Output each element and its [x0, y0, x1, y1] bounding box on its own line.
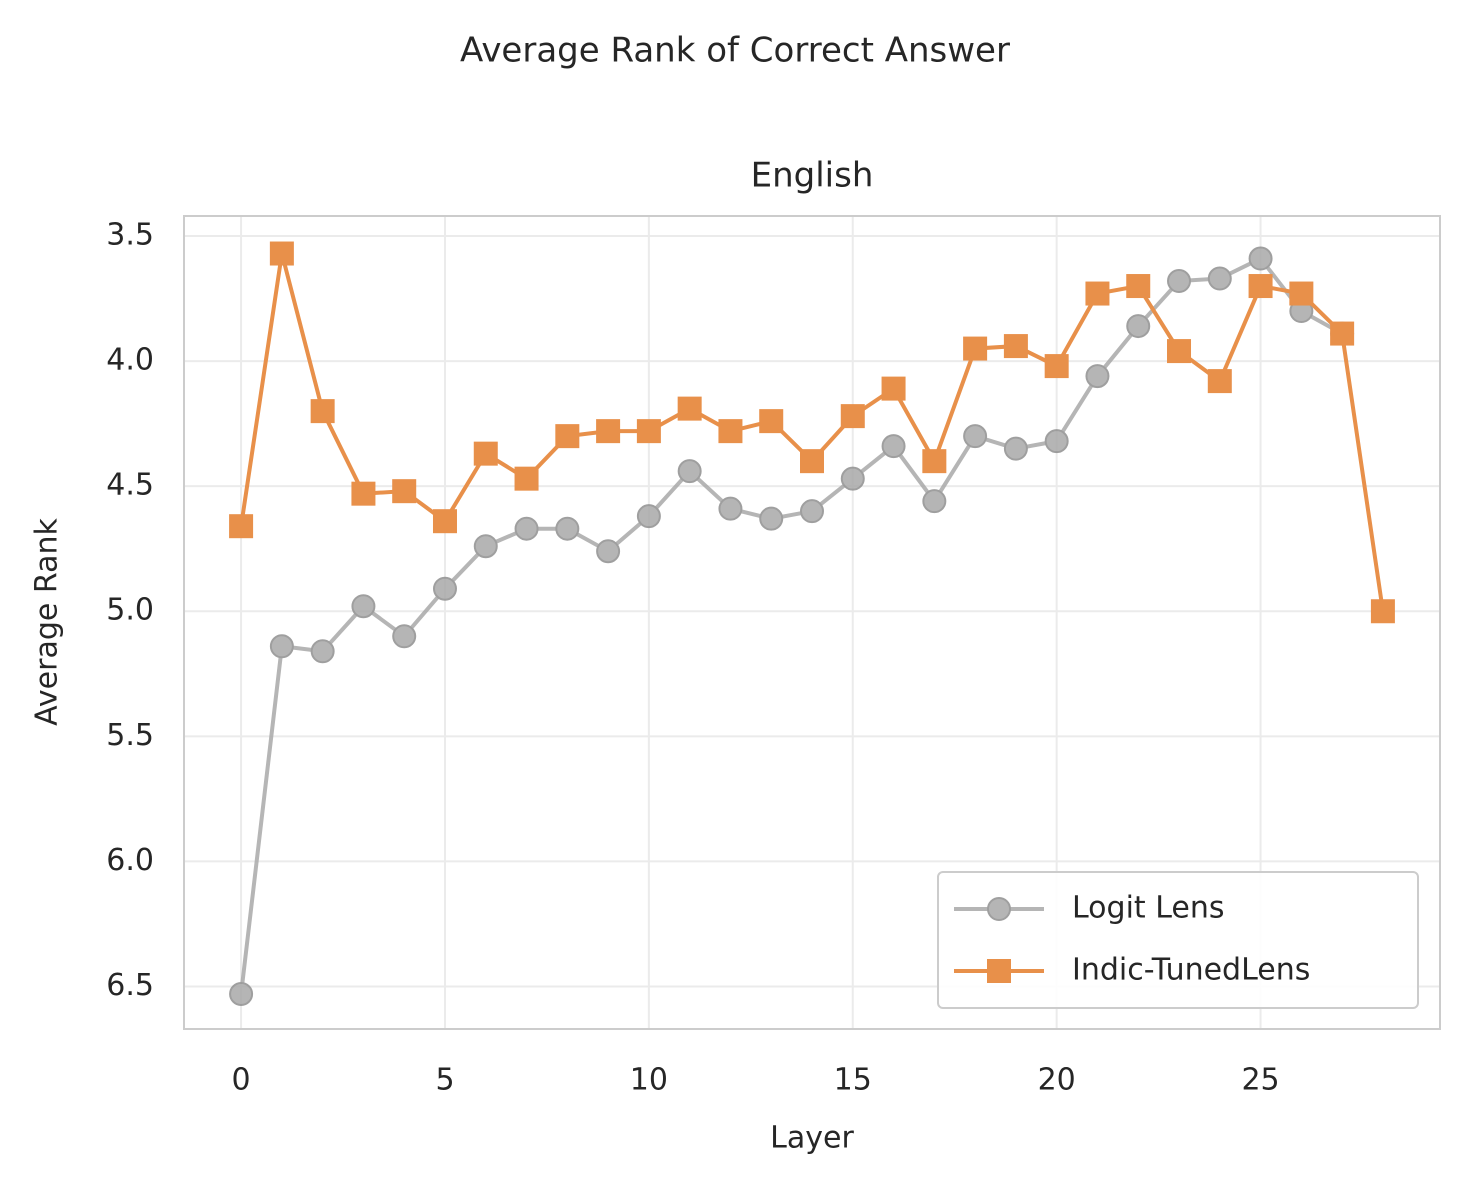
marker — [392, 624, 417, 649]
marker — [922, 489, 947, 514]
line — [239, 253, 1385, 612]
marker — [677, 396, 702, 421]
marker — [351, 594, 376, 619]
marker — [310, 639, 335, 664]
y-axis-label: Average Rank — [30, 518, 65, 726]
legend-label: Indic-TunedLens — [1072, 953, 1310, 988]
marker — [1085, 281, 1110, 306]
marker — [1044, 429, 1069, 454]
axes-title: English — [751, 156, 874, 196]
marker — [1207, 266, 1232, 291]
marker — [1003, 436, 1028, 461]
marker — [881, 376, 906, 401]
marker — [922, 449, 947, 474]
y-tick-label: 3.5 — [106, 218, 154, 253]
marker — [473, 534, 498, 559]
marker — [514, 466, 539, 491]
x-tick-label: 15 — [834, 1063, 872, 1098]
legend-label: Logit Lens — [1072, 891, 1225, 926]
marker — [555, 516, 580, 541]
marker — [636, 419, 661, 444]
x-tick-label: 0 — [232, 1063, 251, 1098]
plot-frame — [183, 215, 1441, 1030]
marker — [1085, 364, 1110, 389]
marker — [1248, 274, 1273, 299]
marker — [1330, 321, 1355, 346]
marker — [555, 424, 580, 449]
marker — [759, 409, 784, 434]
marker — [1126, 314, 1151, 339]
marker — [718, 419, 743, 444]
legend-item — [954, 897, 1044, 921]
marker — [840, 404, 865, 429]
y-tick-label: 6.5 — [106, 968, 154, 1003]
y-tick-label: 4.5 — [106, 468, 154, 503]
marker — [1248, 246, 1273, 271]
marker — [596, 419, 621, 444]
marker — [1207, 369, 1232, 394]
y-tick-label: 6.0 — [106, 843, 154, 878]
line — [239, 256, 1344, 995]
marker — [269, 634, 294, 659]
series — [229, 246, 1355, 1006]
legend-item — [954, 959, 1044, 983]
marker — [514, 516, 539, 541]
marker — [229, 981, 254, 1006]
marker — [840, 466, 865, 491]
marker — [987, 897, 1011, 921]
legend-box — [937, 871, 1419, 1009]
marker — [759, 506, 784, 531]
marker — [1126, 274, 1151, 299]
marker — [596, 539, 621, 564]
marker — [881, 434, 906, 459]
series — [229, 241, 1395, 624]
marker — [432, 576, 457, 601]
marker — [963, 336, 988, 361]
legend: Logit Lens Indic-TunedLens — [937, 871, 1419, 1009]
marker — [351, 481, 376, 506]
marker — [269, 241, 294, 266]
x-tick-label: 25 — [1241, 1063, 1279, 1098]
y-tick-label: 4.0 — [106, 343, 154, 378]
marker — [1167, 269, 1192, 294]
x-tick-label: 5 — [435, 1063, 454, 1098]
marker — [677, 459, 702, 484]
marker — [1003, 334, 1028, 359]
marker — [1044, 354, 1069, 379]
marker — [636, 504, 661, 529]
marker — [473, 441, 498, 466]
marker — [800, 449, 824, 474]
x-tick-label: 10 — [630, 1063, 668, 1098]
marker — [1167, 339, 1192, 364]
marker — [432, 509, 457, 534]
y-tick-label: 5.5 — [106, 718, 154, 753]
marker — [987, 959, 1011, 983]
marker — [963, 424, 988, 449]
x-tick-label: 20 — [1038, 1063, 1076, 1098]
marker — [1370, 599, 1395, 624]
marker — [310, 399, 335, 424]
marker — [229, 514, 254, 539]
x-axis-label: Layer — [770, 1121, 854, 1156]
marker — [1289, 281, 1314, 306]
marker — [392, 479, 417, 504]
y-tick-label: 5.0 — [106, 593, 154, 628]
marker — [800, 499, 824, 524]
marker — [718, 496, 743, 521]
figure-title: Average Rank of Correct Answer — [460, 31, 1010, 71]
